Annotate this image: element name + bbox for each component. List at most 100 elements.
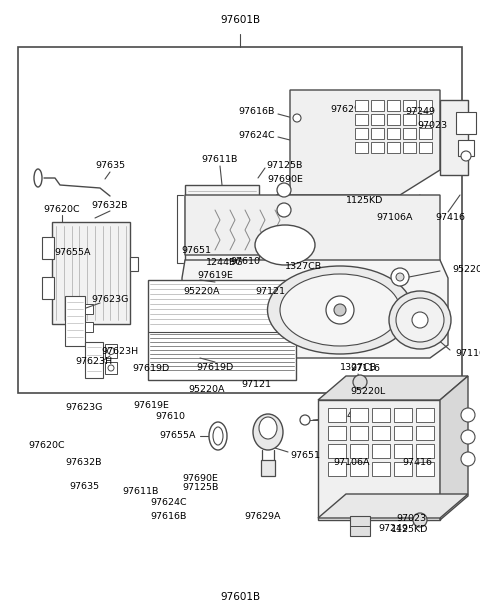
Text: 97655A: 97655A [55,249,91,257]
Bar [403,142,416,153]
Bar [350,516,370,536]
Text: 97611B: 97611B [122,487,158,495]
Text: 1327CB: 1327CB [339,363,377,373]
Text: 97690E: 97690E [182,474,218,483]
Text: 1327CB: 1327CB [285,262,322,271]
Bar [371,114,384,125]
Circle shape [293,114,301,122]
Text: 97125B: 97125B [267,160,303,169]
Text: 97635: 97635 [95,161,125,171]
Text: 97249: 97249 [379,524,408,532]
Bar [372,462,390,476]
Text: 97623H: 97623H [75,357,112,365]
Text: 95220L: 95220L [452,265,480,274]
Text: 97623G: 97623G [91,295,129,305]
Text: 1244BG: 1244BG [330,411,368,421]
Text: 97651: 97651 [290,451,320,460]
Text: 97116: 97116 [455,349,480,359]
Text: 95220L: 95220L [350,387,385,396]
Circle shape [300,415,310,425]
Bar [394,444,412,458]
Bar [148,280,296,380]
Circle shape [326,296,354,324]
Text: 97610: 97610 [156,412,185,421]
Circle shape [412,312,428,328]
Bar [130,257,138,271]
Circle shape [334,304,346,316]
Bar [230,304,248,328]
Text: 97619E: 97619E [133,401,169,410]
Bar [355,128,368,139]
Circle shape [413,513,427,527]
Circle shape [277,203,291,217]
Ellipse shape [396,298,444,342]
Bar [419,128,432,139]
Bar [350,426,368,440]
Bar [355,114,368,125]
Text: 97416: 97416 [435,214,465,222]
Text: 97632B: 97632B [66,458,102,467]
Circle shape [461,452,475,466]
Text: 97690E: 97690E [267,176,303,184]
Bar [42,277,54,299]
Bar [372,444,390,458]
Bar [419,114,432,125]
Bar [403,114,416,125]
Text: 97601B: 97601B [220,15,260,25]
Polygon shape [318,494,468,518]
Text: 97629A: 97629A [245,513,281,521]
Circle shape [461,408,475,422]
Bar [65,296,85,346]
Bar [52,222,130,324]
Text: 97655A: 97655A [159,432,196,440]
Bar [328,408,346,422]
Bar [371,100,384,111]
Circle shape [461,430,475,444]
Text: 97106A: 97106A [333,459,370,467]
Text: 97616B: 97616B [151,513,187,521]
Bar [416,462,434,476]
Bar [328,444,346,458]
Bar [387,128,400,139]
Text: 97623H: 97623H [101,348,139,357]
Text: 97624C: 97624C [239,131,275,139]
Bar [371,128,384,139]
Text: 97611B: 97611B [202,155,238,165]
Bar [350,462,368,476]
Text: 97121: 97121 [241,380,271,389]
Text: 97601B: 97601B [220,592,260,602]
Text: 97619D: 97619D [196,363,234,373]
Bar [372,426,390,440]
Polygon shape [440,376,468,520]
Circle shape [108,365,114,371]
Bar [419,142,432,153]
Ellipse shape [253,414,283,450]
Bar [371,142,384,153]
Bar [105,344,117,358]
Bar [252,338,266,348]
Ellipse shape [255,225,315,265]
Text: 1125KD: 1125KD [346,196,384,204]
Bar [185,185,259,273]
Text: 97629A: 97629A [330,106,367,114]
Ellipse shape [389,291,451,349]
Circle shape [108,348,115,354]
Polygon shape [318,376,468,400]
Bar [355,142,368,153]
Ellipse shape [213,427,223,445]
Polygon shape [185,195,440,300]
Bar [355,100,368,111]
Bar [105,362,117,374]
Bar [85,342,103,378]
Bar [85,322,93,332]
Bar [416,426,434,440]
Bar [261,460,275,476]
Text: 97623G: 97623G [65,403,103,412]
Text: 97635: 97635 [69,482,99,491]
Bar [350,408,368,422]
Bar [394,408,412,422]
Text: 97632B: 97632B [92,201,128,209]
Text: 97620C: 97620C [44,206,80,214]
Text: 97106A: 97106A [377,214,413,222]
Bar [85,304,93,314]
